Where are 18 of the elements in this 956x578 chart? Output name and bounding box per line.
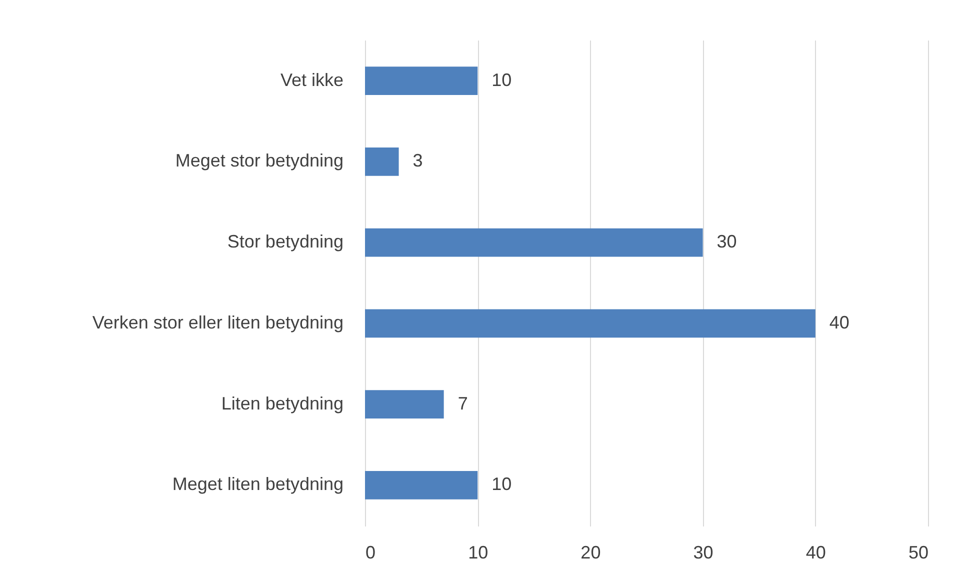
y-tick-label: Meget liten betydning [172,474,344,494]
data-label: 30 [716,232,737,252]
y-tick-label: Verken stor eller liten betydning [92,312,344,332]
x-tick-label: 40 [806,542,826,562]
data-label: 3 [412,150,423,171]
data-label: 7 [458,393,468,414]
y-tick-label: Meget stor betydning [175,150,344,171]
x-tick-label: 50 [908,542,928,562]
data-label: 10 [492,70,512,90]
x-tick-label: 10 [468,542,488,562]
y-tick-label: Vet ikke [280,70,344,90]
y-tick-label: Liten betydning [221,393,344,414]
x-tick-label: 30 [693,542,714,562]
data-label: 10 [492,474,512,494]
y-tick-label: Stor betydning [227,232,344,252]
x-tick-label: 20 [580,542,601,562]
data-label: 40 [829,312,850,332]
x-tick-label: 0 [366,542,376,562]
